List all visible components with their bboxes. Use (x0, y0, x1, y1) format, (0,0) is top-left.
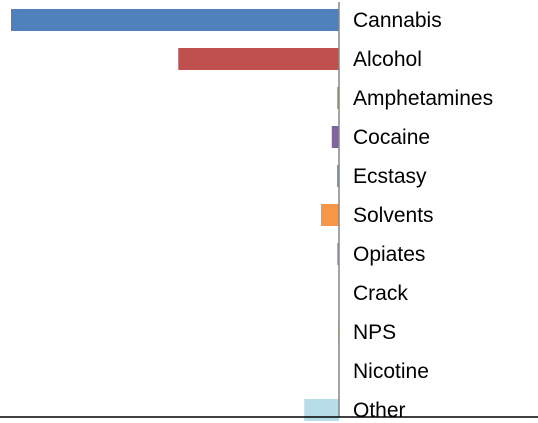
category-labels-group: Cannabis Alcohol Amphetamines Cocaine Ecstas… (353, 9, 493, 422)
category-label-alcohol: Alcohol (353, 48, 422, 71)
bar-solvents (320, 204, 339, 226)
category-label-solvents: Solvents (353, 204, 434, 227)
category-label-ecstasy: Ecstasy (353, 165, 427, 188)
bar-amphetamines (337, 87, 339, 109)
category-label-amphetamines: Amphetamines (353, 87, 493, 110)
category-label-nicotine: Nicotine (353, 360, 429, 383)
category-label-cannabis: Cannabis (353, 9, 442, 32)
category-label-crack: Crack (353, 282, 408, 305)
bar-opiates (337, 243, 339, 265)
bar-cocaine (331, 126, 339, 148)
bars-group (11, 9, 340, 421)
category-label-nps: NPS (353, 321, 396, 344)
bar-cannabis (11, 9, 339, 31)
bar-ecstasy (337, 165, 339, 187)
bar-other (304, 399, 339, 421)
category-label-cocaine: Cocaine (353, 126, 430, 149)
bar-alcohol (178, 48, 339, 70)
category-label-opiates: Opiates (353, 243, 425, 266)
category-label-other: Other (353, 399, 406, 422)
